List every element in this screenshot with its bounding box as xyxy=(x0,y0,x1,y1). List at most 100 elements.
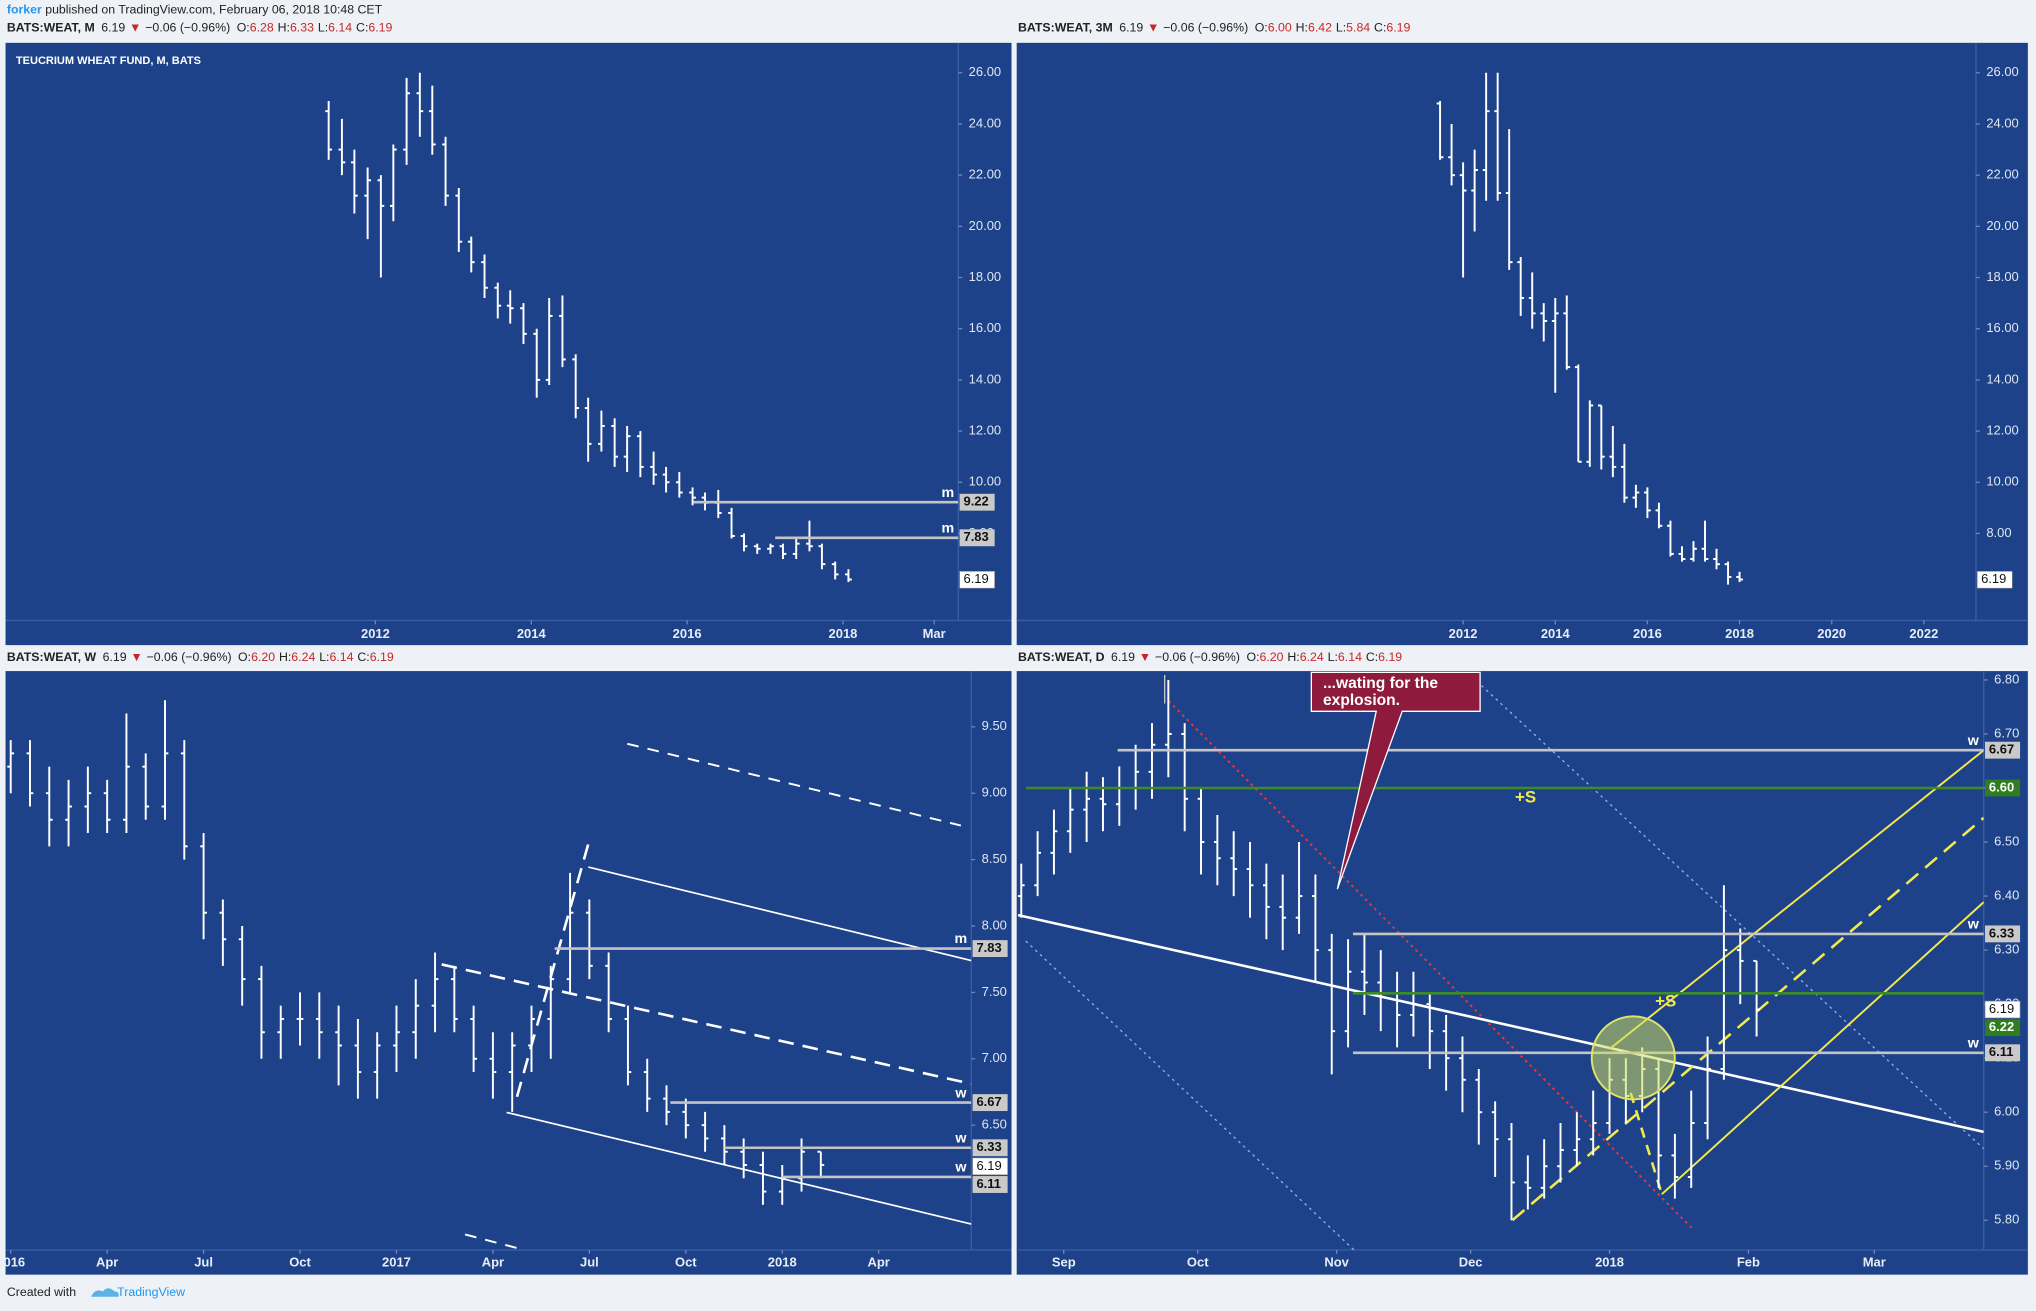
y-tick-label: 6.30 xyxy=(1994,942,2019,957)
level-price-box xyxy=(1985,925,2021,943)
bars xyxy=(1436,72,1743,585)
level-tag: w xyxy=(954,1085,967,1101)
header-field: 6.00 xyxy=(1268,21,1292,35)
header-field: H: xyxy=(1296,21,1308,35)
header-field: H: xyxy=(279,650,291,664)
header-field: ▼ xyxy=(129,21,141,35)
x-tick-label: 2014 xyxy=(1541,626,1571,641)
x-tick-label: Mar xyxy=(1863,1254,1886,1269)
header-field: L: xyxy=(319,650,329,664)
x-tick-label: Apr xyxy=(868,1254,890,1269)
header-field: 6.19 xyxy=(103,650,127,664)
y-tick-label: 16.00 xyxy=(1986,320,2018,335)
axis-borders xyxy=(5,42,2028,1251)
level-tag: w xyxy=(954,1130,967,1146)
header-field: 6.14 xyxy=(1338,650,1362,664)
x-tick-label: 2020 xyxy=(1817,626,1846,641)
y-tick-label: 6.00 xyxy=(1994,1104,2019,1119)
level-price-label: 6.22 xyxy=(1989,1019,2014,1034)
x-tick-label: 2018 xyxy=(1595,1254,1624,1269)
x-tick-label: Dec xyxy=(1459,1254,1483,1269)
y-tick-label: 5.80 xyxy=(1994,1212,2019,1227)
header-field: 5.84 xyxy=(1346,21,1370,35)
y-tick-label: 6.50 xyxy=(982,1117,1007,1132)
y-tick-label: 6.70 xyxy=(1994,725,2019,740)
last-price-box xyxy=(959,571,995,589)
y-tick-label: 8.00 xyxy=(982,917,1007,932)
y-tick-label: 20.00 xyxy=(1986,218,2018,233)
y-tick-label: 7.00 xyxy=(982,1050,1007,1065)
level-tag: w xyxy=(1967,917,1980,933)
x-tick-label: 2017 xyxy=(382,1254,411,1269)
last-price-label: 6.19 xyxy=(1989,1001,2014,1016)
header-field: ▼ xyxy=(130,650,142,664)
y-tick-label: 24.00 xyxy=(1986,115,2018,130)
header-field: O: xyxy=(238,650,251,664)
y-tick-label: 26.00 xyxy=(969,64,1001,79)
header-field: C: xyxy=(357,650,369,664)
brand[interactable]: TradingView xyxy=(117,1285,185,1299)
signal-label: +S xyxy=(1515,788,1536,807)
x-tick-label: 2012 xyxy=(361,626,390,641)
y-tick-label: 6.80 xyxy=(1994,671,2019,686)
level-price-box xyxy=(972,1094,1008,1112)
x-tick-label: 2018 xyxy=(829,626,858,641)
header-field: −0.06 (−0.96%) xyxy=(147,650,232,664)
level-price-label: 6.67 xyxy=(1989,742,2014,757)
level-price-box xyxy=(959,529,995,547)
header-field: 6.33 xyxy=(290,21,314,35)
chart-layer: BATS:WEAT, M 6.19 ▼ −0.06 (−0.96%) O:6.28 H:6… xyxy=(0,21,2021,1269)
header-field: O: xyxy=(1255,21,1268,35)
y-tick-label: 14.00 xyxy=(969,371,1001,386)
header-field: C: xyxy=(1374,21,1386,35)
y-tick-label: 12.00 xyxy=(1986,422,2018,437)
header-field: BATS:WEAT, W xyxy=(7,650,97,664)
level-price-label: 6.60 xyxy=(1989,779,2014,794)
header-field: BATS:WEAT, 3M xyxy=(1018,21,1113,35)
y-tick-label: 8.00 xyxy=(1986,525,2011,540)
y-tick-label: 8.50 xyxy=(982,851,1007,866)
header-field: C: xyxy=(1366,650,1378,664)
x-tick-label: Jul xyxy=(580,1254,599,1269)
y-tick-label: 12.00 xyxy=(969,422,1001,437)
y-tick-label: 6.40 xyxy=(1994,887,2019,902)
instrument-title: TEUCRIUM WHEAT FUND, M, BATS xyxy=(16,55,201,67)
author[interactable]: forker xyxy=(7,3,42,17)
logo xyxy=(91,1288,119,1297)
chart-header: BATS:WEAT, 3M 6.19 ▼ −0.06 (−0.96%) O:6.00 H:… xyxy=(1018,21,1411,35)
header-field: 6.19 xyxy=(1378,650,1402,664)
x-tick-label: Mar xyxy=(923,626,946,641)
x-tick-label: 2012 xyxy=(1449,626,1478,641)
level-price-label: 6.11 xyxy=(1989,1044,2014,1059)
callout-text: ...wating for the xyxy=(1323,675,1438,692)
header-field: 6.19 xyxy=(1386,21,1410,35)
header-field: 6.19 xyxy=(1111,650,1135,664)
last-price-box xyxy=(972,1157,1008,1176)
y-tick-label: 18.00 xyxy=(1986,269,2018,284)
y-tick-label: 10.00 xyxy=(969,474,1001,489)
x-tick-label: Oct xyxy=(289,1254,311,1269)
header-field: −0.06 (−0.96%) xyxy=(1163,21,1248,35)
x-tick-label: Feb xyxy=(1737,1254,1760,1269)
level-price-box xyxy=(972,1139,1008,1157)
header-field: 6.24 xyxy=(1300,650,1324,664)
header-field: 6.28 xyxy=(250,21,274,35)
x-tick-label: Oct xyxy=(1187,1254,1209,1269)
x-tick-label: Apr xyxy=(482,1254,504,1269)
level-price-box xyxy=(1985,741,2021,759)
header-field: O: xyxy=(1246,650,1259,664)
level-price-box xyxy=(1985,1019,2021,1037)
y-tick-label: 16.00 xyxy=(969,320,1001,335)
bars xyxy=(1018,679,1984,1221)
chart-header: BATS:WEAT, W 6.19 ▼ −0.06 (−0.96%) O:6.20 H:6… xyxy=(7,650,394,664)
last-price-label: 6.19 xyxy=(976,1158,1001,1173)
header-field: L: xyxy=(318,21,328,35)
header-field: L: xyxy=(1336,21,1346,35)
x-tick-label: 2022 xyxy=(1909,626,1938,641)
callout-box xyxy=(1310,671,1481,890)
level-tag: m xyxy=(942,520,955,536)
header-field: H: xyxy=(1287,650,1299,664)
x-tick-label: Nov xyxy=(1324,1254,1349,1269)
